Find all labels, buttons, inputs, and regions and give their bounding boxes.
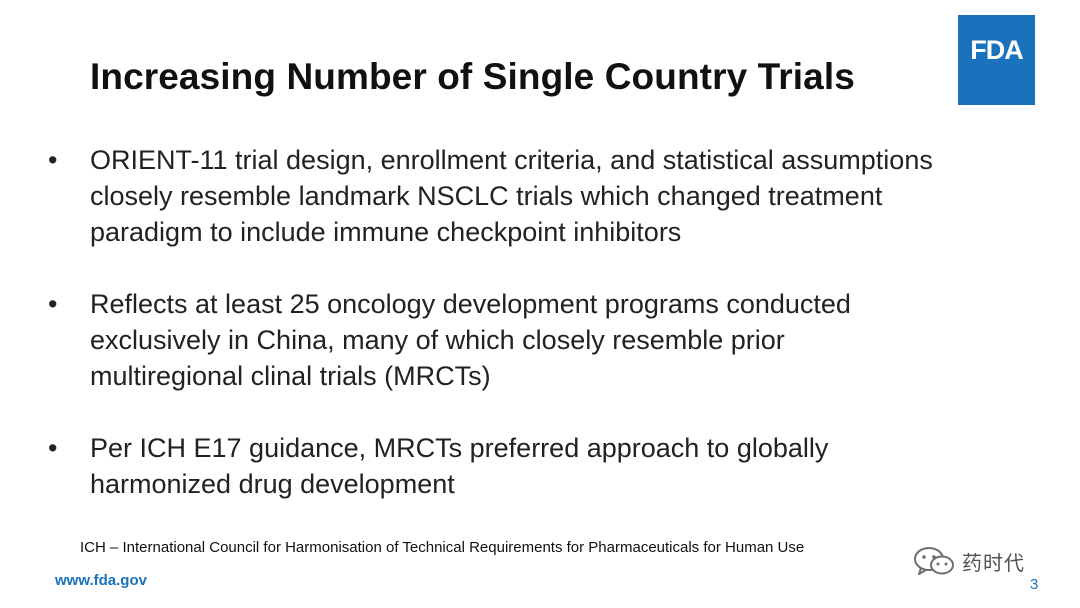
bullet-line: Reflects at least 25 oncology developmen… [90, 289, 851, 319]
watermark-text: 药时代 [962, 550, 1025, 575]
fda-logo-text: FDA [970, 35, 1024, 65]
bullet-line: closely resemble landmark NSCLC trials w… [90, 181, 883, 211]
bullet-line: Per ICH E17 guidance, MRCTs preferred ap… [90, 433, 829, 463]
bullet-text: Per ICH E17 guidance, MRCTs preferred ap… [90, 430, 1050, 502]
bullet-line: paradigm to include immune checkpoint in… [90, 217, 682, 247]
bullet-text: Reflects at least 25 oncology developmen… [90, 286, 1050, 394]
page-number: 3 [1030, 576, 1039, 593]
bullet-dot: • [48, 145, 58, 175]
fda-logo: FDA [958, 15, 1035, 105]
bullet-text: ORIENT-11 trial design, enrollment crite… [90, 142, 1050, 250]
watermark: 药时代 [912, 544, 1025, 578]
bullet-dot: • [48, 289, 58, 319]
wechat-icon [914, 547, 954, 575]
bullet-line: exclusively in China, many of which clos… [90, 325, 785, 355]
bullet-dot: • [48, 433, 58, 463]
footnote: ICH – International Council for Harmonis… [80, 539, 805, 556]
slide-title: Increasing Number of Single Country Tria… [90, 56, 855, 97]
fda-url: www.fda.gov [55, 572, 147, 589]
bullet-line: multiregional clinal trials (MRCTs) [90, 361, 491, 391]
bullet-line: ORIENT-11 trial design, enrollment crite… [90, 145, 933, 175]
bullet-line: harmonized drug development [90, 469, 455, 499]
